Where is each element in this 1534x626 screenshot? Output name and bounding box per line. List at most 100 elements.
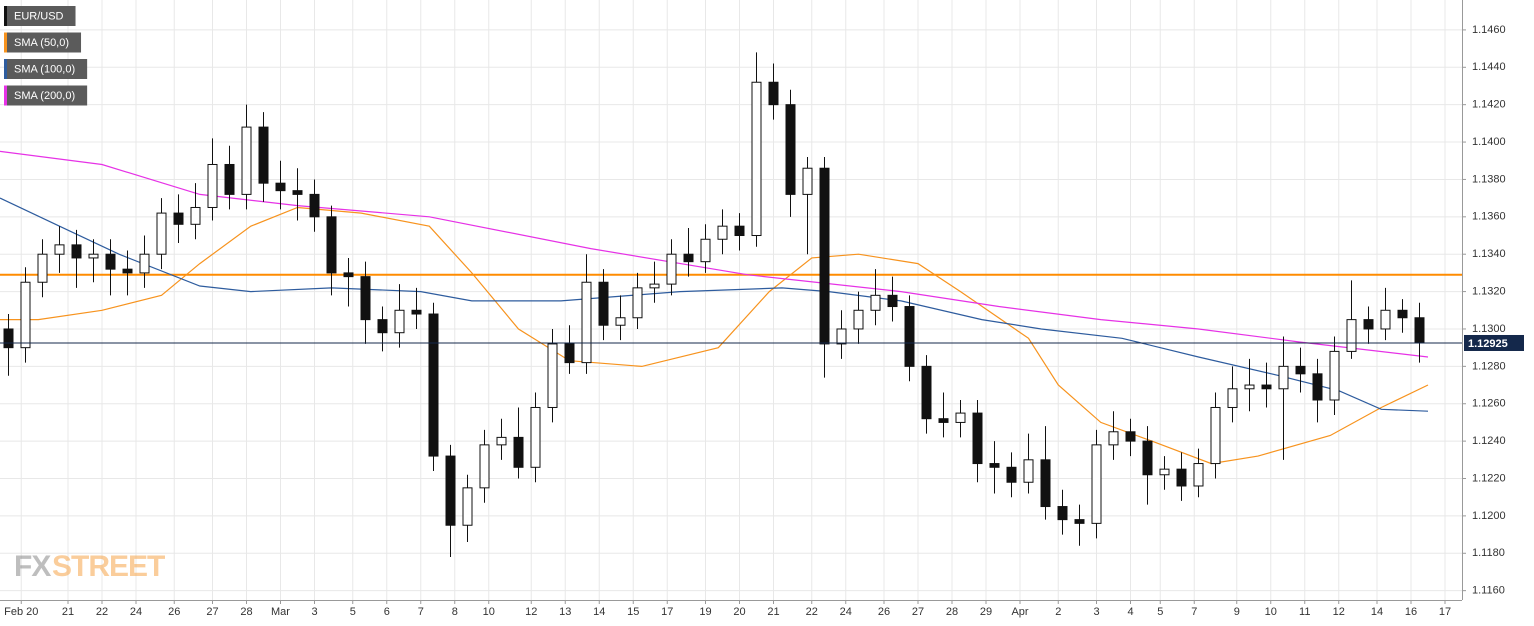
candle-body [1261, 384, 1272, 390]
y-tick-label: 1.1200 [1472, 510, 1506, 522]
x-tick-label: 10 [1265, 606, 1277, 618]
candle-body [547, 343, 558, 408]
candle-body [666, 253, 677, 285]
x-tick-label: 7 [418, 606, 424, 618]
candle-body [1159, 468, 1170, 476]
y-tick-label: 1.1300 [1472, 323, 1506, 335]
candle-body [411, 309, 422, 315]
y-tick-label: 1.1280 [1472, 360, 1506, 372]
candle-body [1414, 317, 1425, 344]
candle-body [343, 272, 354, 278]
sma-line [0, 150, 1429, 358]
candle-body [1091, 444, 1102, 524]
candle-body [700, 238, 711, 263]
x-tick-label: 7 [1191, 606, 1197, 618]
x-tick-label: 14 [593, 606, 605, 618]
candle-body [1176, 468, 1187, 487]
candle-body [870, 294, 881, 311]
candle-body [88, 253, 99, 259]
y-tick-label: 1.1220 [1472, 472, 1506, 484]
candle-body [972, 412, 983, 465]
x-tick-label: 5 [1157, 606, 1163, 618]
x-tick-label: 27 [912, 606, 924, 618]
x-tick-label: 28 [240, 606, 252, 618]
candle-body [1244, 384, 1255, 390]
candle-body [37, 253, 48, 283]
candle-body [632, 287, 643, 319]
candle-body [564, 343, 575, 364]
candle-body [3, 328, 14, 349]
y-tick-label: 1.1460 [1472, 24, 1506, 36]
candle-body [479, 444, 490, 489]
candle-body [717, 225, 728, 240]
candle-body [1142, 440, 1153, 476]
candle-body [462, 487, 473, 526]
candle-body [1057, 506, 1068, 521]
y-tick-label: 1.1320 [1472, 285, 1506, 297]
candle-body [71, 244, 82, 259]
candle-body [394, 309, 405, 334]
candle-body [887, 294, 898, 308]
candle-body [173, 212, 184, 225]
candle-body [20, 281, 31, 349]
x-tick-label: 15 [627, 606, 639, 618]
x-tick-label: Feb 20 [4, 606, 38, 618]
last-price-label: 1.12925 [1468, 338, 1508, 350]
y-tick-label: 1.1180 [1472, 547, 1505, 559]
candle-body [275, 182, 286, 192]
candle-body [581, 281, 592, 364]
y-tick-label: 1.1440 [1472, 61, 1506, 73]
x-tick-label: 22 [806, 606, 818, 618]
candle-body [751, 81, 762, 237]
legend-swatch [4, 32, 7, 53]
candle-body [139, 253, 150, 274]
candle-body [615, 317, 626, 326]
candle-body [309, 193, 320, 218]
x-tick-label: 14 [1371, 606, 1383, 618]
candle-body [122, 268, 133, 274]
legend-box [4, 85, 88, 106]
candle-body [1329, 350, 1340, 401]
x-tick-label: 26 [878, 606, 890, 618]
candle-body [156, 212, 167, 255]
candle-body [734, 225, 745, 237]
x-tick-label: 24 [130, 606, 142, 618]
x-tick-label: 20 [733, 606, 745, 618]
x-tick-label: 3 [1093, 606, 1099, 618]
legend-box [4, 32, 82, 53]
candle-body [292, 190, 303, 195]
legend-swatch [4, 6, 7, 26]
candle-body [1363, 319, 1374, 330]
candle-body [1210, 406, 1221, 465]
x-tick-label: 4 [1127, 606, 1133, 618]
candle-body [836, 328, 847, 345]
watermark-street: STREET [52, 550, 165, 583]
candle-body [819, 167, 830, 345]
legend-label: SMA (100,0) [14, 63, 75, 75]
x-tick-label: 8 [452, 606, 458, 618]
last-price-box [1464, 334, 1524, 351]
candle-body [1380, 309, 1391, 330]
candle-body [1278, 365, 1289, 390]
candle-body [1193, 463, 1204, 487]
x-tick-label: 5 [350, 606, 356, 618]
y-tick-label: 1.1160 [1472, 585, 1505, 597]
x-tick-label: 27 [206, 606, 218, 618]
y-tick-label: 1.1360 [1472, 211, 1506, 223]
legend: EUR/USD SMA (50,0) SMA (100,0) SMA (200,0) [4, 6, 88, 106]
y-tick-label: 1.1400 [1472, 136, 1506, 148]
plot [0, 52, 1462, 558]
candle-body [224, 163, 235, 195]
candle-body [921, 365, 932, 420]
legend-box [4, 59, 88, 79]
candle-body [496, 436, 507, 446]
x-tick-label: 10 [483, 606, 495, 618]
x-tick-label: 26 [168, 606, 180, 618]
legend-swatch [4, 59, 7, 79]
x-tick-label: 12 [1333, 606, 1345, 618]
x-tick-label: 28 [946, 606, 958, 618]
x-tick-label: 11 [1299, 606, 1310, 618]
watermark-fx: FX [14, 550, 51, 583]
